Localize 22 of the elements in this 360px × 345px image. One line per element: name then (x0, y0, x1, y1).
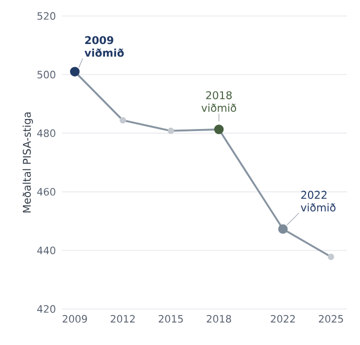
y-tick-label: 420 (37, 305, 56, 313)
y-tick-label: 480 (37, 129, 56, 138)
point (278, 224, 288, 234)
point (168, 128, 174, 134)
x-tick-label: 2015 (158, 315, 183, 323)
y-tick-label: 440 (37, 246, 56, 254)
point (70, 66, 80, 76)
y-axis-title: Meðaltal PISA-stiga (22, 112, 33, 212)
point (120, 117, 126, 124)
point (328, 254, 334, 260)
y-tick-label: 460 (37, 188, 56, 196)
x-tick-label: 2009 (62, 315, 87, 323)
annotation: 2018 viðmið (201, 91, 236, 112)
x-tick-label: 2022 (270, 315, 295, 323)
x-tick-label: 2012 (110, 315, 135, 323)
y-tick-label: 520 (37, 12, 56, 20)
x-tick-label: 2018 (206, 315, 232, 323)
annotation: 2009 viðmið (84, 36, 124, 57)
x-tick-label: 2025 (318, 315, 343, 323)
y-tick-label: 500 (37, 70, 56, 78)
point (214, 124, 224, 134)
annotation: 2022 viðmið (300, 190, 336, 212)
